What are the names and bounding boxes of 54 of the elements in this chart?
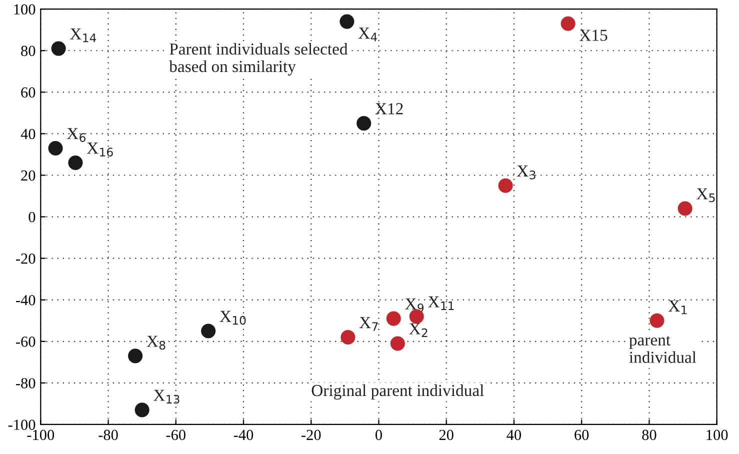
x-tick-label: -20 <box>302 430 321 440</box>
y-tick-label: -100 <box>8 420 36 430</box>
point <box>650 313 664 328</box>
x-tick-label: 0 <box>376 430 382 440</box>
x-tick-label: -80 <box>98 430 118 440</box>
x-tick-label: -40 <box>234 430 254 440</box>
annotation: X$_{10}$ <box>220 310 246 325</box>
point <box>68 156 83 170</box>
y-tick-label: -20 <box>16 253 36 264</box>
annotation: X$_{14}$ <box>70 28 96 42</box>
annotation: X$_{8}$ <box>146 336 166 350</box>
x-tick-label: 100 <box>706 430 728 440</box>
y-tick-label: 100 <box>14 4 36 15</box>
annotation: X$_{5}$ <box>696 188 715 202</box>
annotation: X$_{11}$ <box>428 296 454 310</box>
annotation: X$_{3}$ <box>517 166 536 180</box>
annotation: Parent individuals selected based on similarity <box>169 42 348 76</box>
point <box>340 14 354 29</box>
annotation: X$_{6}$ <box>67 128 86 142</box>
point <box>498 178 513 193</box>
x-tick-label: 80 <box>642 430 656 440</box>
annotation: parent individual <box>629 336 696 363</box>
annotation: X$_{4}$ <box>358 28 378 42</box>
x-tick-label: 20 <box>439 430 454 440</box>
y-tick-label: -60 <box>16 336 36 347</box>
y-tick-label: 20 <box>21 170 36 181</box>
annotation: Original parent individual <box>312 384 484 400</box>
point <box>48 140 63 156</box>
y-tick-label: -80 <box>16 378 36 388</box>
y-tick-label: 0 <box>28 212 36 222</box>
point <box>51 41 66 56</box>
annotation: X12 <box>375 103 403 114</box>
point <box>340 330 356 345</box>
annotation: X15 <box>580 30 608 41</box>
y-tick-label: -40 <box>16 295 36 306</box>
point <box>390 336 405 351</box>
point <box>678 201 692 216</box>
x-tick-label: 60 <box>574 430 589 440</box>
point <box>134 402 150 418</box>
annotation: X$_{13}$ <box>154 390 180 404</box>
point <box>201 324 216 338</box>
point <box>386 311 401 326</box>
point <box>560 16 576 31</box>
x-tick-label: -60 <box>166 430 186 440</box>
point <box>356 116 372 131</box>
annotation: X$_{7}$ <box>359 317 378 331</box>
y-tick-label: 40 <box>20 128 36 140</box>
annotation: X$_{2}$ <box>409 323 428 338</box>
y-tick-label: 60 <box>21 87 36 98</box>
annotation: X$_{1}$ <box>668 300 687 314</box>
x-tick-label: 40 <box>506 430 522 440</box>
point <box>128 348 143 364</box>
annotation: X$_{16}$ <box>86 142 113 156</box>
y-tick-label: 80 <box>21 46 36 56</box>
